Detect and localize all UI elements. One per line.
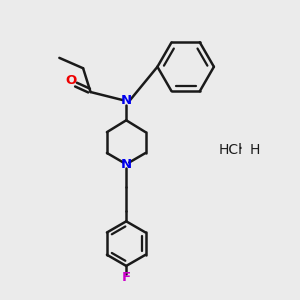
Text: F: F (122, 271, 131, 284)
Text: O: O (66, 74, 77, 87)
Text: N: N (121, 158, 132, 171)
Text: ·: · (237, 140, 242, 158)
Text: HCl: HCl (218, 143, 242, 157)
Text: N: N (121, 94, 132, 107)
Text: H: H (250, 143, 260, 157)
